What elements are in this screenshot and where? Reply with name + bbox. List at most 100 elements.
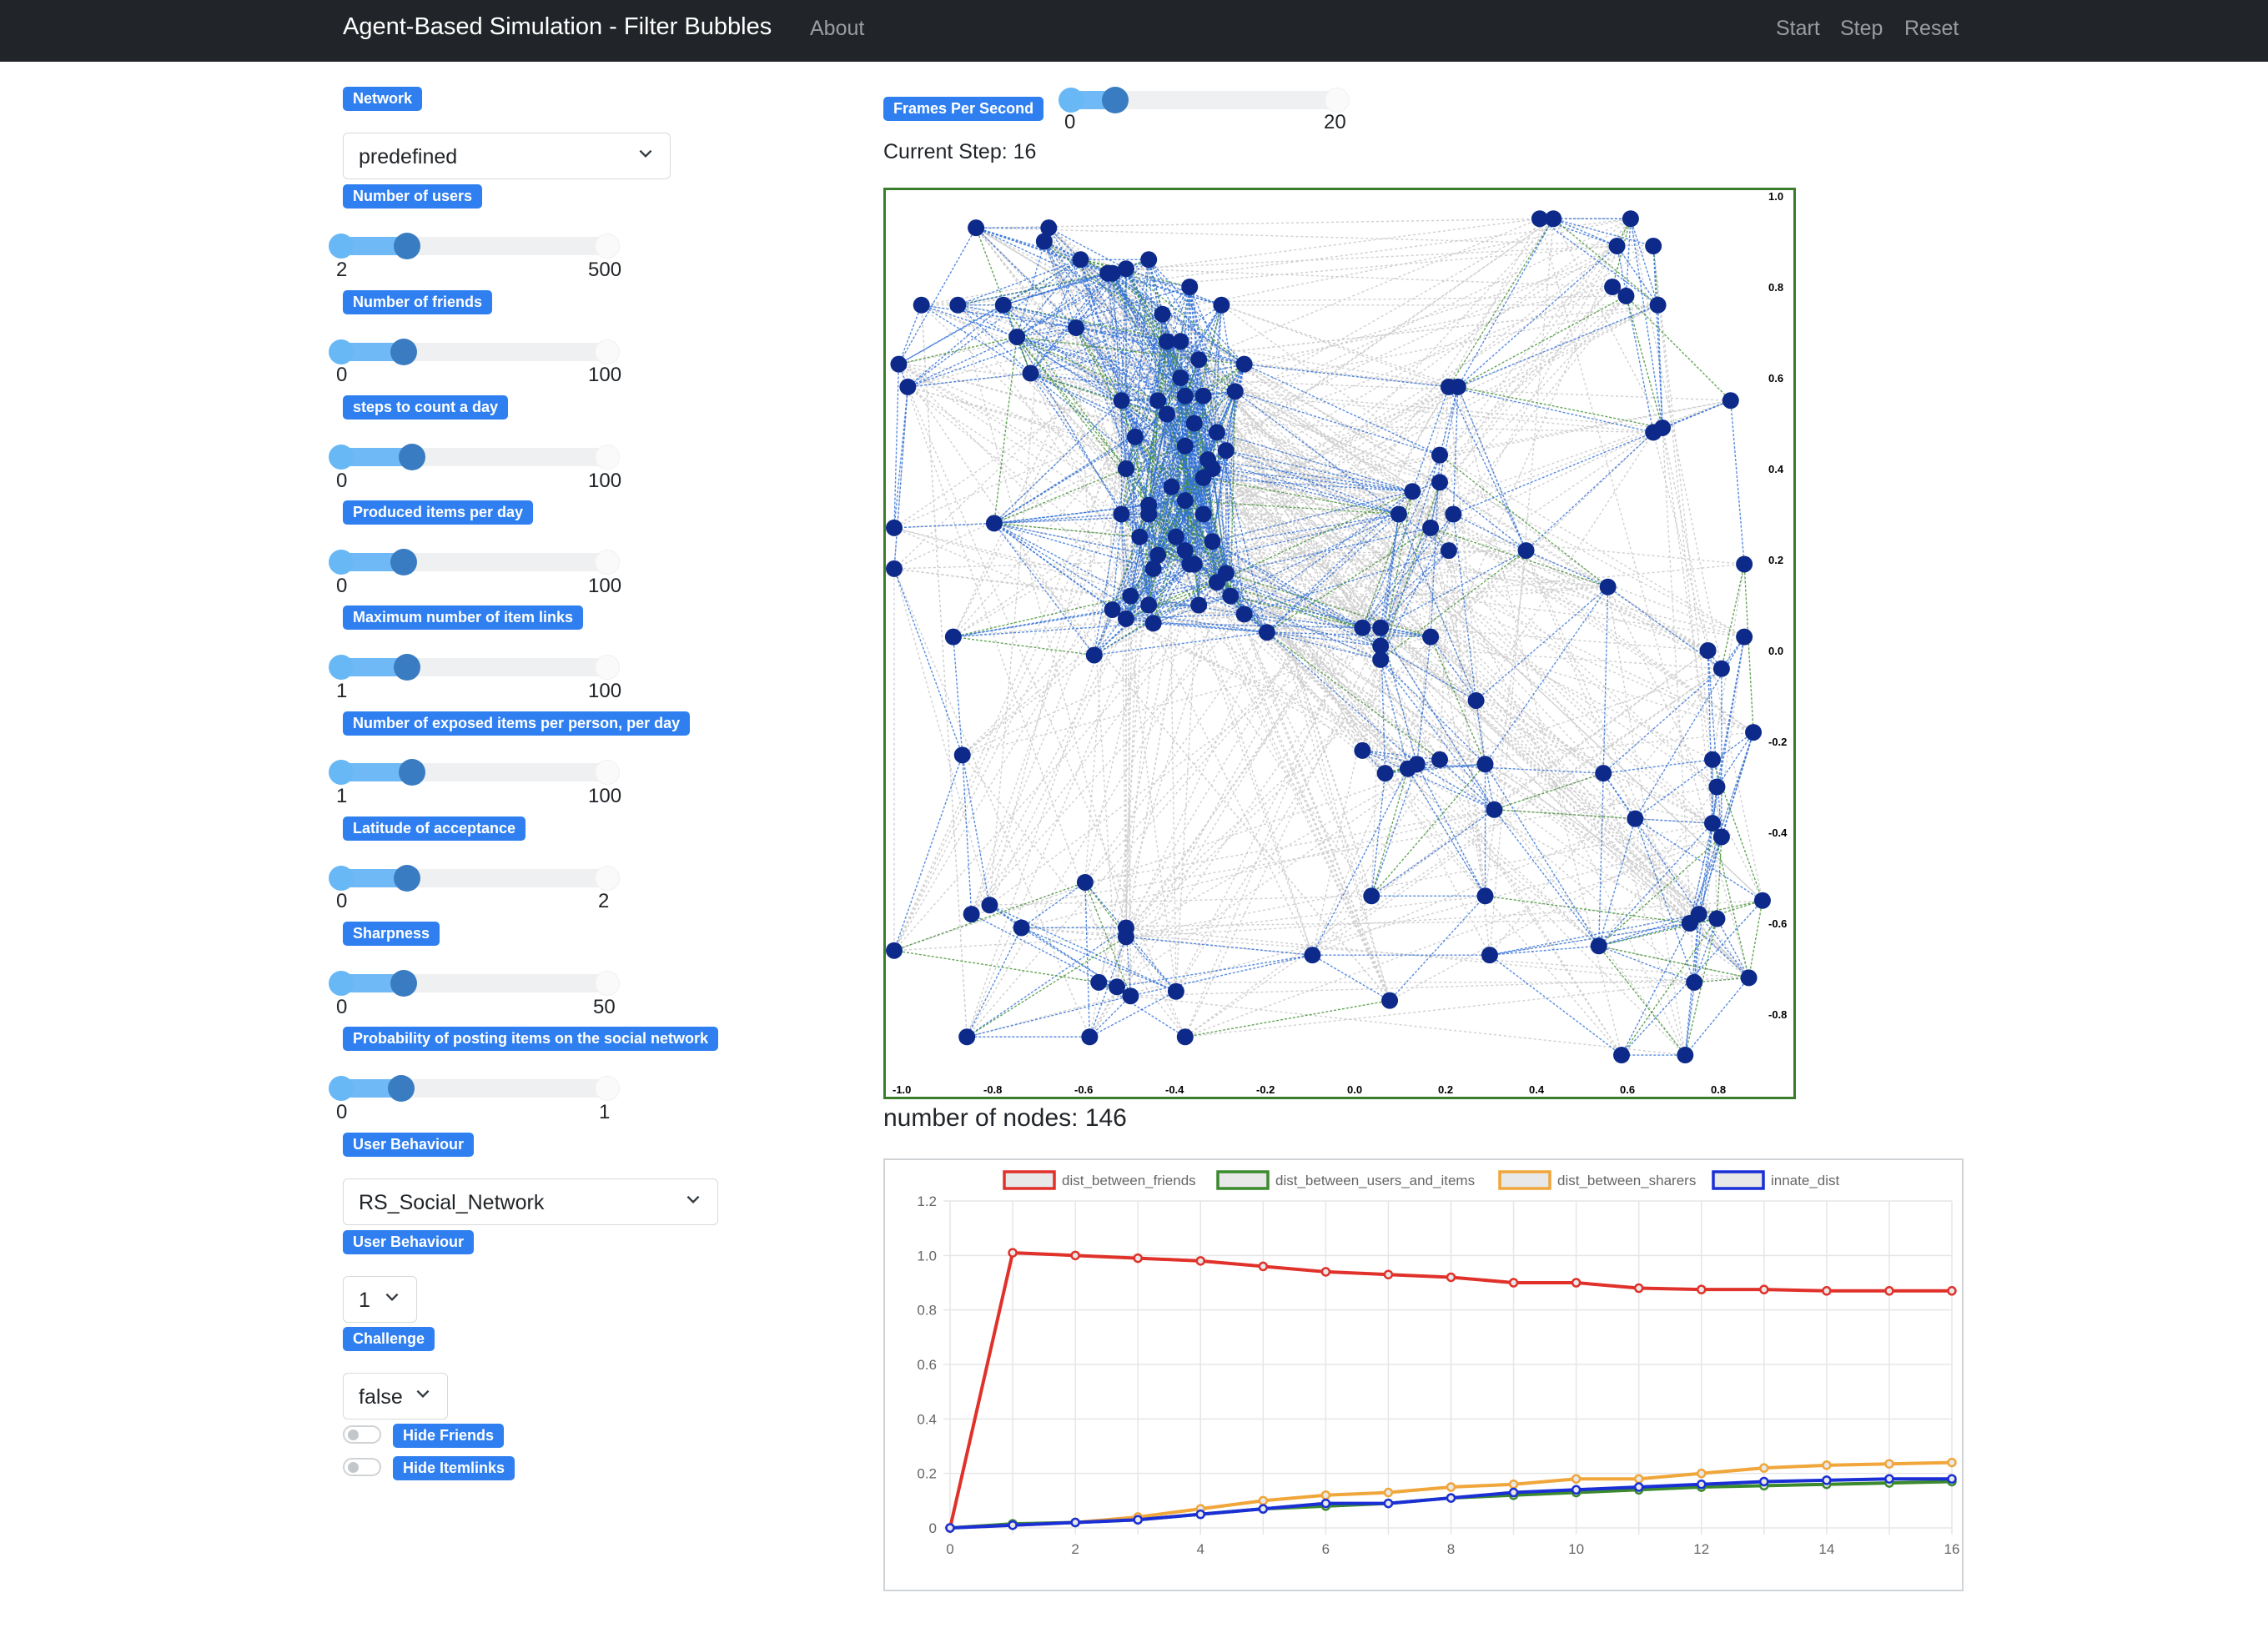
- hide-friends-toggle[interactable]: [343, 1425, 381, 1444]
- network-node[interactable]: [1708, 910, 1726, 927]
- network-node[interactable]: [1712, 660, 1730, 677]
- network-node[interactable]: [1372, 637, 1390, 655]
- network-node[interactable]: [1422, 628, 1440, 646]
- app-title[interactable]: Agent-Based Simulation - Filter Bubbles: [343, 13, 772, 40]
- network-node[interactable]: [1208, 424, 1225, 441]
- network-node[interactable]: [1677, 1047, 1694, 1064]
- network-node[interactable]: [1140, 251, 1158, 269]
- network-node[interactable]: [963, 906, 980, 923]
- network-node[interactable]: [1149, 546, 1167, 564]
- network-node[interactable]: [1613, 1047, 1630, 1064]
- network-node[interactable]: [1117, 260, 1134, 278]
- network-node[interactable]: [1595, 765, 1612, 782]
- network-node[interactable]: [1445, 505, 1462, 523]
- network-node[interactable]: [1204, 533, 1221, 550]
- network-node[interactable]: [1622, 210, 1639, 228]
- network-node[interactable]: [1072, 251, 1089, 269]
- friends-slider[interactable]: [329, 338, 620, 366]
- network-node[interactable]: [1167, 982, 1184, 1000]
- network-node[interactable]: [1753, 892, 1771, 909]
- sharpness-slider[interactable]: [329, 969, 620, 997]
- network-node[interactable]: [1199, 451, 1217, 469]
- network-node[interactable]: [1390, 505, 1407, 523]
- network-node[interactable]: [886, 942, 903, 959]
- network-node[interactable]: [1745, 724, 1763, 741]
- network-node[interactable]: [1690, 906, 1707, 923]
- network-node[interactable]: [913, 296, 930, 314]
- network-node[interactable]: [1113, 392, 1130, 410]
- network-node[interactable]: [1235, 605, 1253, 623]
- network-node[interactable]: [1449, 378, 1466, 395]
- network-node[interactable]: [886, 560, 903, 577]
- network-node[interactable]: [1117, 460, 1134, 477]
- slider-handle[interactable]: [393, 865, 420, 892]
- network-node[interactable]: [1194, 505, 1212, 523]
- users-slider[interactable]: [329, 232, 620, 260]
- slider-track[interactable]: [339, 869, 611, 887]
- network-node[interactable]: [1645, 237, 1662, 254]
- network-node[interactable]: [1144, 560, 1162, 577]
- slider-handle[interactable]: [1101, 87, 1129, 113]
- slider-handle[interactable]: [388, 1075, 415, 1102]
- network-node[interactable]: [1363, 887, 1380, 905]
- network-node[interactable]: [1381, 992, 1399, 1009]
- network-node[interactable]: [1181, 279, 1199, 295]
- network-node[interactable]: [1085, 646, 1103, 664]
- network-node[interactable]: [1422, 519, 1440, 536]
- network-node[interactable]: [1176, 1028, 1194, 1046]
- network-node[interactable]: [994, 296, 1012, 314]
- item-links-slider[interactable]: [329, 653, 620, 681]
- network-node[interactable]: [1604, 279, 1622, 295]
- network-node[interactable]: [1404, 483, 1421, 500]
- network-node[interactable]: [1486, 801, 1503, 818]
- network-node[interactable]: [1185, 415, 1203, 432]
- slider-handle[interactable]: [390, 339, 418, 365]
- slider-track[interactable]: [339, 1079, 611, 1098]
- network-node[interactable]: [1113, 505, 1130, 523]
- network-node[interactable]: [1608, 237, 1626, 254]
- network-node[interactable]: [1149, 392, 1167, 410]
- network-node[interactable]: [1431, 446, 1448, 464]
- network-node[interactable]: [1008, 328, 1026, 345]
- slider-handle[interactable]: [393, 654, 420, 681]
- network-node[interactable]: [1068, 319, 1084, 337]
- network-node[interactable]: [1167, 528, 1184, 545]
- slider-handle[interactable]: [393, 233, 420, 259]
- slider-track[interactable]: [339, 658, 611, 676]
- network-node[interactable]: [1372, 619, 1390, 636]
- network-node[interactable]: [1159, 405, 1175, 423]
- network-node[interactable]: [1172, 333, 1189, 350]
- network-node[interactable]: [949, 296, 967, 314]
- produced-slider[interactable]: [329, 548, 620, 576]
- network-node[interactable]: [1176, 492, 1194, 510]
- network-node[interactable]: [1376, 765, 1394, 782]
- network-node[interactable]: [1226, 383, 1244, 400]
- network-node[interactable]: [1736, 628, 1753, 646]
- network-node[interactable]: [1104, 600, 1121, 618]
- slider-track[interactable]: [339, 553, 611, 571]
- network-node[interactable]: [1140, 596, 1158, 614]
- network-node[interactable]: [1599, 578, 1617, 595]
- network-node[interactable]: [1190, 596, 1208, 614]
- network-node[interactable]: [1122, 587, 1139, 605]
- network-node[interactable]: [1194, 387, 1212, 404]
- hide-itemlinks-toggle[interactable]: [343, 1458, 381, 1476]
- fps-slider[interactable]: [1059, 86, 1350, 114]
- network-graph[interactable]: -1.0 -0.8 -0.6 -0.4 -0.2 0.0 0.2 0.4 0.6 0.8 1.0 0.…: [883, 188, 1796, 1099]
- network-node[interactable]: [1208, 574, 1225, 591]
- network-node[interactable]: [1213, 296, 1230, 314]
- network-node[interactable]: [1431, 474, 1448, 491]
- slider-track[interactable]: [339, 237, 611, 255]
- network-node[interactable]: [1654, 419, 1672, 436]
- network-node[interactable]: [1722, 392, 1739, 410]
- challenge-select[interactable]: false: [343, 1373, 448, 1419]
- network-node[interactable]: [958, 1028, 976, 1046]
- nav-about-link[interactable]: About: [810, 17, 865, 40]
- network-node[interactable]: [1154, 305, 1171, 323]
- network-node[interactable]: [1040, 219, 1058, 237]
- network-node[interactable]: [1399, 760, 1416, 777]
- network-node[interactable]: [899, 378, 917, 395]
- network-node[interactable]: [1104, 264, 1121, 282]
- network-node[interactable]: [1126, 428, 1144, 445]
- slider-track[interactable]: [339, 974, 611, 992]
